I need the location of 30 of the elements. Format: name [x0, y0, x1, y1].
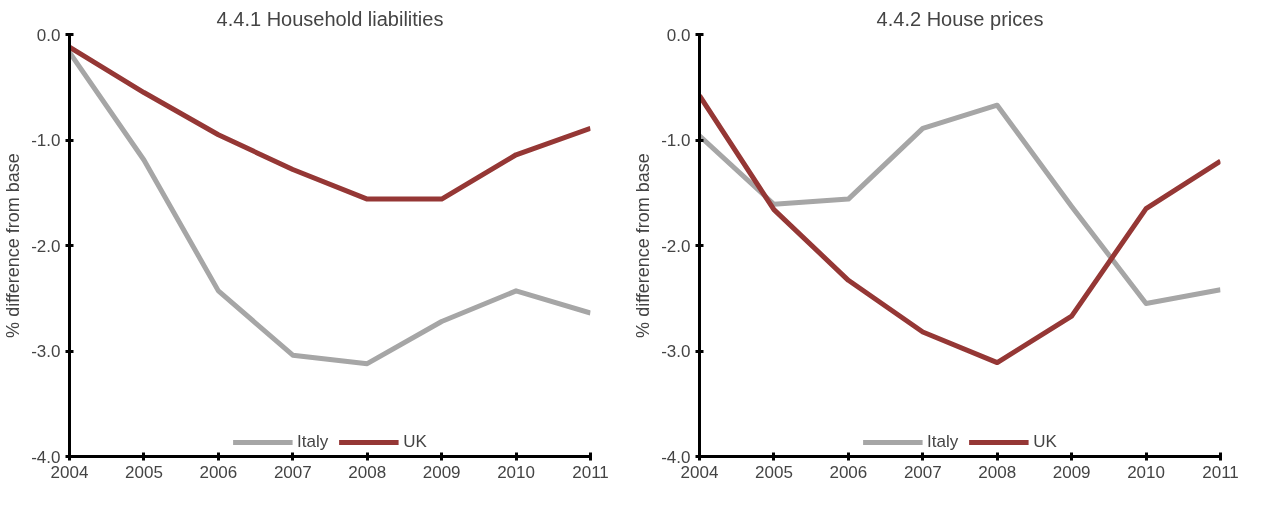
- y-tick-label: -3.0: [661, 342, 691, 361]
- legend-label: Italy: [297, 432, 329, 452]
- y-tick-label: -3.0: [31, 342, 61, 361]
- y-tick-label: -1.0: [31, 131, 61, 150]
- x-tick-label: 2007: [903, 462, 942, 482]
- legend-label: UK: [403, 432, 427, 452]
- chart-title: 4.4.1 Household liabilities: [216, 7, 444, 30]
- y-axis-title: % difference from base: [3, 153, 24, 338]
- x-tick-label: 2009: [422, 462, 461, 482]
- x-tick-label: 2010: [1127, 462, 1165, 482]
- x-tick-label: 2009: [1052, 462, 1091, 482]
- x-tick-label: 2005: [125, 462, 163, 482]
- x-tick-label: 2005: [755, 462, 793, 482]
- x-tick-label: 2008: [348, 462, 387, 482]
- y-axis-title: % difference from base: [633, 153, 654, 338]
- x-tick-label: 2011: [1202, 462, 1239, 482]
- x-tick-label: 2010: [497, 462, 535, 482]
- y-tick-label: 0.0: [36, 25, 61, 45]
- legend-label: UK: [1033, 432, 1057, 452]
- legend-label: Italy: [927, 432, 959, 452]
- x-tick-label: 2007: [273, 462, 312, 482]
- y-tick-label: -2.0: [31, 236, 61, 256]
- y-tick-label: -1.0: [661, 131, 691, 150]
- y-tick-label: -2.0: [661, 236, 691, 256]
- x-tick-label: 2011: [572, 462, 609, 482]
- y-tick-label: 0.0: [666, 25, 691, 45]
- x-tick-label: 2006: [199, 462, 238, 482]
- chart-title: 4.4.2 House prices: [876, 7, 1044, 30]
- x-tick-label: 2006: [829, 462, 868, 482]
- x-tick-label: 2008: [978, 462, 1017, 482]
